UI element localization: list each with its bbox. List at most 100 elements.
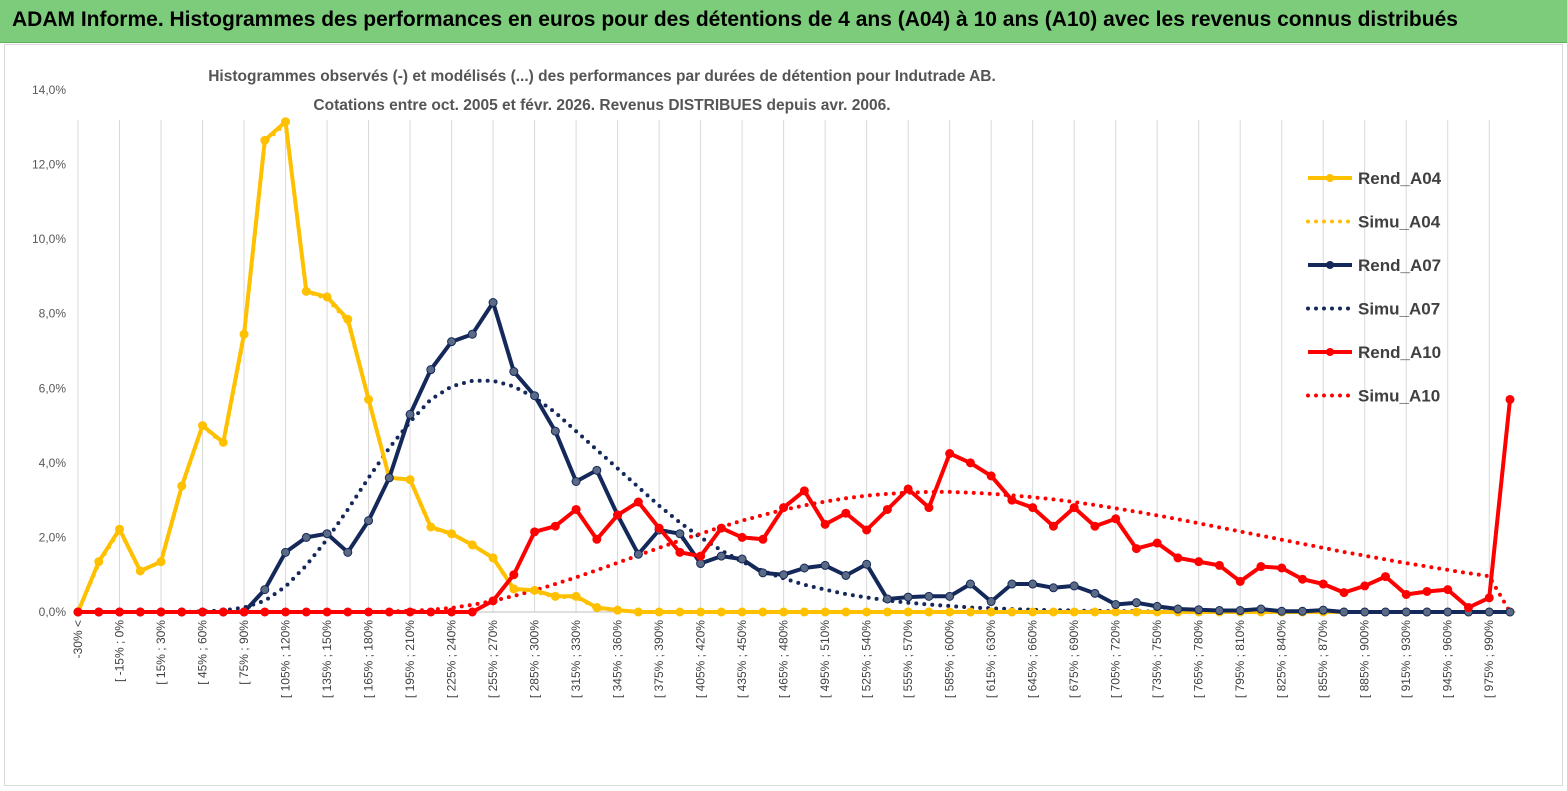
point-rend_a10 [115,607,125,617]
point-rend_a04 [945,607,955,617]
point-rend_a07 [1484,607,1494,617]
point-rend_a07 [364,516,374,526]
point-rend_a07 [737,554,747,564]
point-rend_a07 [1443,607,1453,617]
point-rend_a07 [1090,588,1100,598]
point-rend_a10 [343,607,353,617]
point-rend_a07 [1277,606,1287,616]
x-tick-label: [ 75% ; 90% [237,620,251,685]
point-rend_a07 [343,547,353,557]
point-rend_a10 [1505,394,1515,404]
point-rend_a10 [1401,589,1411,599]
point-rend_a07 [571,477,581,486]
x-tick-label: [ 795% ; 810% [1233,620,1247,698]
y-tick-label: 6,0% [39,381,67,395]
point-rend_a04 [364,394,374,404]
point-rend_a07 [1173,604,1183,614]
point-rend_a10 [924,503,934,513]
y-tick-label: 2,0% [39,530,67,544]
chart-title-line-2: Cotations entre oct. 2005 et févr. 2026.… [313,97,890,114]
x-tick-label: [ 495% ; 510% [818,620,832,698]
x-tick-label: [ 645% ; 660% [1026,620,1040,698]
point-rend_a04 [1111,607,1121,617]
x-tick-label: [ 855% ; 870% [1316,620,1330,698]
header-banner: ADAM Informe. Histogrammes des performan… [0,0,1567,43]
series-line-rend_a04 [76,119,1510,614]
legend-label-simu_a04: Simu_A04 [1358,213,1441,232]
point-rend_a04 [716,607,726,617]
y-tick-label: 8,0% [39,307,67,321]
point-rend_a04 [343,314,353,324]
y-tick-label: 12,0% [32,158,66,172]
chart-title-line-1: Histogrammes observés (-) et modélisés (… [208,68,996,85]
point-rend_a07 [633,549,643,559]
point-rend_a10 [965,458,975,468]
point-rend_a04 [135,566,145,576]
point-rend_a07 [1360,607,1370,617]
series-line-rend_a10 [78,399,1512,614]
x-tick-label: [ 15% ; 30% [154,620,168,685]
point-rend_a10 [488,596,498,606]
point-rend_a07 [841,570,851,580]
point-rend_a04 [571,591,581,601]
point-rend_a04 [488,553,498,563]
point-rend_a07 [260,585,270,595]
point-rend_a04 [633,607,643,617]
point-rend_a10 [1048,521,1058,531]
point-rend_a10 [73,607,83,617]
point-rend_a04 [1090,607,1100,617]
point-rend_a04 [1069,607,1079,617]
legend-label-simu_a10: Simu_A10 [1358,387,1440,406]
point-rend_a10 [1028,503,1038,513]
point-rend_a07 [1048,583,1058,593]
point-rend_a10 [509,570,519,580]
point-rend_a04 [198,421,208,431]
point-rend_a07 [862,559,872,569]
point-rend_a07 [405,409,415,419]
point-rend_a10 [696,551,706,561]
x-tick-label: [ 765% ; 780% [1192,620,1206,698]
x-tick-label: [ 525% ; 540% [860,620,874,698]
x-tick-label: [ 45% ; 60% [196,620,210,685]
x-tick-label: [ 915% ; 930% [1399,620,1413,698]
point-rend_a07 [1069,581,1079,591]
point-rend_a04 [239,329,249,339]
point-rend_a07 [550,426,560,436]
point-rend_a04 [1007,607,1017,617]
point-rend_a10 [1152,538,1162,548]
point-rend_a04 [862,607,872,617]
point-rend_a10 [716,523,726,533]
point-rend_a04 [696,607,706,617]
x-tick-label: [ 735% ; 750% [1150,620,1164,698]
point-rend_a10 [1173,553,1183,563]
point-rend_a07 [799,563,809,573]
point-rend_a04 [799,607,809,617]
point-rend_a10 [218,607,228,617]
legend-label-rend_a04: Rend_A04 [1358,169,1442,188]
point-rend_a04 [1028,607,1038,617]
point-rend_a10 [571,504,581,514]
point-rend_a04 [281,117,291,127]
legend-label-simu_a07: Simu_A07 [1358,300,1440,319]
point-rend_a10 [550,521,560,531]
x-tick-label: [ -15% ; 0% [113,620,127,682]
point-rend_a10 [1422,586,1432,596]
point-rend_a04 [115,524,125,534]
point-rend_a10 [1111,514,1121,524]
y-tick-label: 14,0% [32,83,66,97]
point-rend_a04 [405,475,415,485]
point-rend_a04 [924,607,934,617]
point-rend_a07 [1152,601,1162,611]
x-tick-label: [ 135% ; 150% [320,620,334,698]
point-rend_a10 [1380,572,1390,582]
legend-marker-rend_a10 [1326,348,1334,356]
x-tick-label: [ 285% ; 300% [528,620,542,698]
point-rend_a10 [1235,576,1245,586]
point-rend_a10 [820,519,830,529]
point-rend_a04 [467,540,477,550]
point-rend_a04 [301,286,311,296]
series-line-rend_a07 [78,300,1510,614]
point-rend_a07 [965,579,975,589]
point-rend_a10 [384,607,394,617]
